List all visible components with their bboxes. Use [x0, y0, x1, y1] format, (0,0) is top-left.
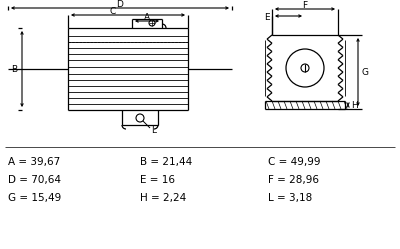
- Text: C = 49,99: C = 49,99: [268, 157, 320, 167]
- Text: H: H: [351, 101, 357, 110]
- Text: G = 15,49: G = 15,49: [8, 193, 61, 203]
- Text: D = 70,64: D = 70,64: [8, 175, 61, 185]
- Text: F = 28,96: F = 28,96: [268, 175, 319, 185]
- Text: B = 21,44: B = 21,44: [140, 157, 192, 167]
- Text: G: G: [362, 67, 368, 76]
- Text: D: D: [116, 0, 124, 8]
- Text: B: B: [11, 64, 17, 73]
- Text: H = 2,24: H = 2,24: [140, 193, 186, 203]
- Text: A: A: [144, 12, 150, 21]
- Text: E: E: [264, 12, 270, 21]
- Text: L = 3,18: L = 3,18: [268, 193, 312, 203]
- Text: E = 16: E = 16: [140, 175, 175, 185]
- Text: F: F: [302, 0, 308, 9]
- Text: C: C: [110, 6, 116, 15]
- Text: L: L: [152, 125, 156, 134]
- Text: A = 39,67: A = 39,67: [8, 157, 60, 167]
